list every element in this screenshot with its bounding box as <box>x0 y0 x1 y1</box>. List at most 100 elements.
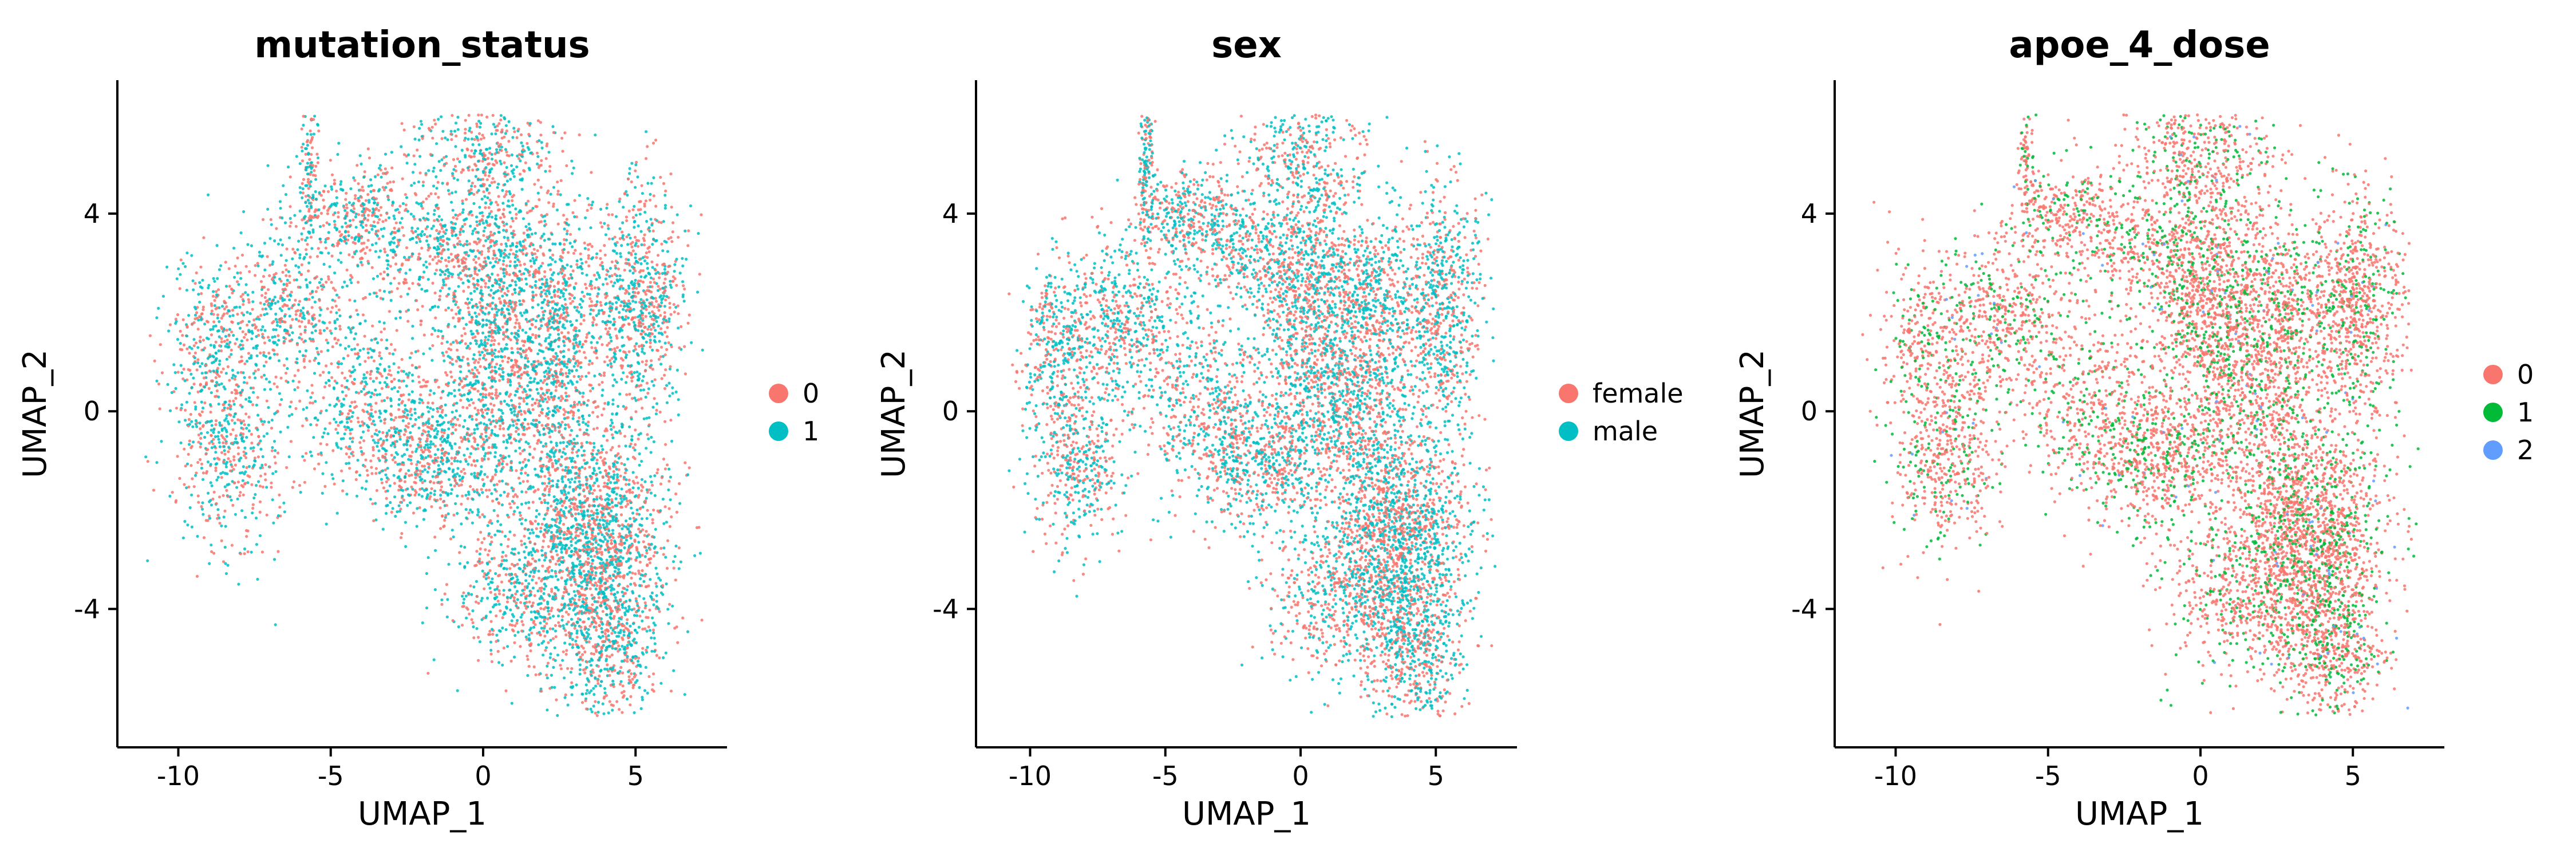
cell-point <box>223 449 226 452</box>
cell-point <box>201 501 204 504</box>
cell-point <box>490 653 493 656</box>
cell-point <box>238 494 241 497</box>
cell-point <box>643 259 646 262</box>
cell-point <box>471 415 473 417</box>
cell-point <box>342 479 345 482</box>
cell-point <box>353 337 355 340</box>
cell-point <box>191 445 193 448</box>
cell-point <box>476 125 479 128</box>
cell-point <box>641 407 643 409</box>
cell-point <box>523 542 526 545</box>
cell-point <box>228 400 231 403</box>
cell-point <box>200 505 203 508</box>
cell-point <box>310 236 313 239</box>
cell-point <box>522 397 525 400</box>
cell-point <box>511 613 514 616</box>
cell-point <box>387 198 390 201</box>
cell-point <box>631 686 634 689</box>
cell-point <box>293 214 296 217</box>
cell-point <box>455 340 457 342</box>
cell-point <box>561 618 564 621</box>
cell-point <box>493 425 496 428</box>
cell-point <box>405 472 408 475</box>
cell-point <box>521 329 524 332</box>
cell-point <box>488 376 491 379</box>
cell-point <box>411 451 414 454</box>
cell-point <box>373 360 376 362</box>
cell-point <box>376 341 379 344</box>
cell-point <box>264 472 267 475</box>
cell-point <box>465 240 468 243</box>
cell-point <box>533 434 536 437</box>
cell-point <box>301 159 304 162</box>
cell-point <box>502 259 505 262</box>
cell-point <box>213 491 216 494</box>
cell-point <box>449 133 452 136</box>
cell-point <box>583 450 586 452</box>
cell-point <box>564 423 567 426</box>
cell-point <box>348 456 351 459</box>
cell-point <box>567 613 570 616</box>
cell-point <box>512 219 515 222</box>
cell-point <box>361 420 364 423</box>
cell-point <box>663 268 666 271</box>
cell-point <box>402 499 405 502</box>
cell-point <box>346 354 349 357</box>
cell-point <box>519 511 521 514</box>
cell-point <box>699 552 702 555</box>
cell-point <box>536 152 539 155</box>
cell-point <box>547 609 550 612</box>
cell-point <box>374 411 377 413</box>
cell-point <box>326 308 329 310</box>
cell-point <box>428 262 431 265</box>
cell-point <box>546 144 548 147</box>
cell-point <box>381 469 384 472</box>
cell-point <box>545 157 548 160</box>
cell-point <box>653 637 656 640</box>
cell-point <box>411 391 414 393</box>
cell-point <box>560 385 563 388</box>
cell-point <box>367 239 370 242</box>
cell-point <box>637 487 640 490</box>
cell-point <box>484 226 487 229</box>
cell-point <box>572 355 575 358</box>
cell-point <box>333 220 336 223</box>
cell-point <box>474 149 477 152</box>
cell-point <box>341 188 344 191</box>
cell-point <box>355 478 358 481</box>
cell-point <box>299 253 302 256</box>
cell-point <box>586 293 589 295</box>
cell-point <box>545 673 548 676</box>
cell-point <box>558 396 560 399</box>
cell-point <box>333 183 336 186</box>
cell-point <box>429 389 432 392</box>
cell-point <box>226 329 228 332</box>
cell-point <box>459 233 461 236</box>
cell-point <box>598 675 600 677</box>
cell-point <box>603 374 606 377</box>
cell-point <box>496 530 499 533</box>
cell-point <box>616 473 619 476</box>
cell-point <box>668 302 671 305</box>
cell-point <box>536 550 539 553</box>
cell-point <box>538 335 540 338</box>
cell-point <box>622 308 625 311</box>
cell-point <box>273 383 276 385</box>
cell-point <box>383 290 386 293</box>
cell-point <box>400 145 402 148</box>
cell-point <box>535 582 538 585</box>
cell-point <box>516 506 519 509</box>
cell-point <box>331 174 334 176</box>
cell-point <box>436 407 438 410</box>
cell-point <box>504 335 507 338</box>
cell-point <box>493 455 496 458</box>
cell-point <box>576 364 579 367</box>
cell-point <box>509 608 512 611</box>
cell-point <box>641 192 644 195</box>
cell-point <box>580 454 583 457</box>
cell-point <box>234 342 236 345</box>
cell-point <box>468 301 471 304</box>
cell-point <box>516 242 519 245</box>
cell-point <box>197 293 200 295</box>
cell-point <box>256 262 259 265</box>
